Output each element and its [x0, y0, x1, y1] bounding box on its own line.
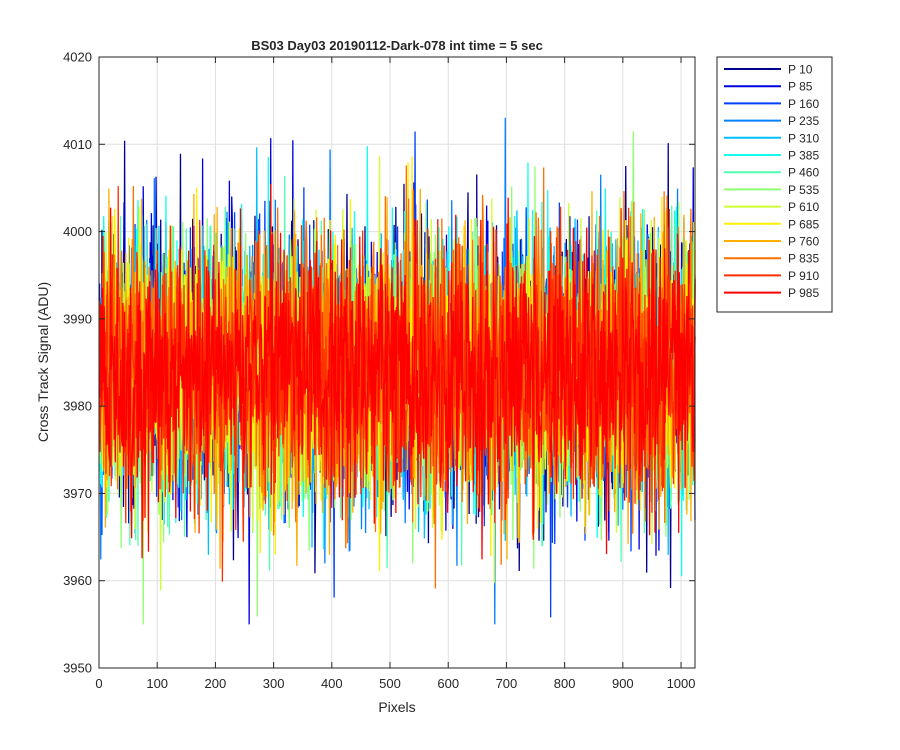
x-tick-label: 500 [379, 676, 401, 691]
legend: P 10 P 85 P 160 P 235 P 310 P 385 P 460 P 535 P … [716, 56, 833, 313]
x-tick-label: 400 [321, 676, 343, 691]
y-tick-label: 3980 [63, 399, 92, 414]
legend-label: P 10 [788, 63, 813, 77]
legend-box [716, 56, 833, 313]
series-line [98, 184, 696, 560]
x-tick-label: 1000 [667, 676, 696, 691]
y-tick-label: 3950 [63, 661, 92, 676]
legend-label: P 685 [788, 217, 819, 231]
legend-label: P 160 [788, 97, 819, 111]
x-tick-label: 200 [205, 676, 227, 691]
x-tick-label: 100 [146, 676, 168, 691]
legend-label: P 835 [788, 252, 819, 266]
legend-label: P 385 [788, 149, 819, 163]
y-tick-label: 4000 [63, 224, 92, 239]
chart-title: BS03 Day03 20190112-Dark-078 int time = … [251, 38, 543, 53]
legend-label: P 235 [788, 114, 819, 128]
x-tick-label: 300 [263, 676, 285, 691]
legend-label: P 760 [788, 235, 819, 249]
legend-label: P 910 [788, 269, 819, 283]
x-axis-label: Pixels [378, 699, 415, 715]
legend-label: P 535 [788, 183, 819, 197]
x-tick-label: 700 [496, 676, 518, 691]
y-tick-label: 4010 [63, 137, 92, 152]
legend-label: P 310 [788, 131, 819, 145]
y-tick-label: 3960 [63, 573, 92, 588]
y-tick-label: 4020 [63, 50, 92, 65]
plot-area: 0 100 200 300 400 500 600 700 800 900 1000 3950 3960… [63, 50, 696, 692]
y-tick-label: 3990 [63, 311, 92, 326]
legend-label: P 460 [788, 166, 819, 180]
y-tick-label: 3970 [63, 486, 92, 501]
legend-label: P 85 [788, 80, 813, 94]
legend-label: P 610 [788, 200, 819, 214]
x-tick-label: 800 [554, 676, 576, 691]
axes-box [98, 56, 696, 669]
y-axis-label: Cross Track Signal (ADU) [35, 282, 51, 442]
x-tick-label: 900 [612, 676, 634, 691]
series-lines [98, 117, 696, 625]
axis-ticks: 0 100 200 300 400 500 600 700 800 900 1000 3950 3960… [63, 50, 695, 692]
x-tick-label: 0 [95, 676, 102, 691]
legend-label: P 985 [788, 286, 819, 300]
x-tick-label: 600 [437, 676, 459, 691]
